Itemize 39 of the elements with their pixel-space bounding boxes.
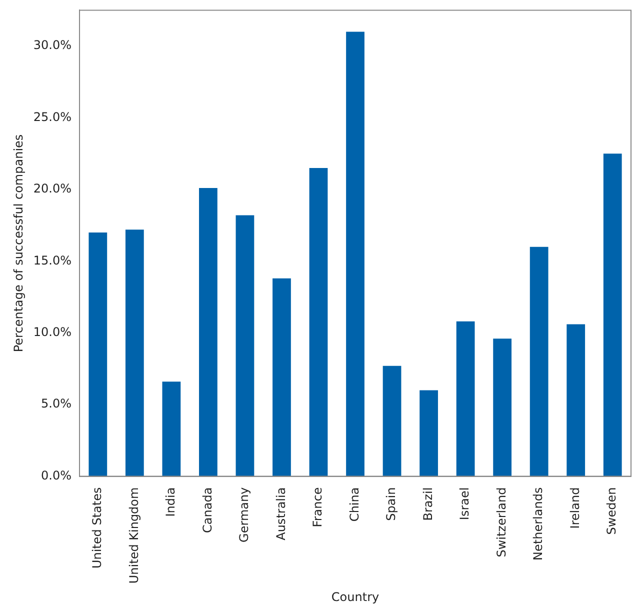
x-tick-label: China — [347, 487, 362, 522]
x-axis-title: Country — [331, 590, 380, 604]
x-tick-label: Spain — [384, 487, 398, 521]
bar — [493, 338, 512, 476]
bar — [566, 324, 586, 476]
x-tick-label: India — [164, 487, 178, 517]
y-tick-label: 0.0% — [41, 468, 72, 482]
x-tick-label: Germany — [237, 487, 252, 542]
y-tick-label: 25.0% — [33, 110, 72, 124]
y-tick-label: 5.0% — [41, 396, 72, 411]
y-tick-label: 15.0% — [33, 253, 72, 268]
x-tick-label: United Kingdom — [126, 487, 141, 584]
x-tick-label: Canada — [200, 487, 214, 533]
bar — [530, 246, 548, 476]
bar — [125, 230, 144, 476]
x-tick-label: Israel — [458, 487, 472, 520]
x-tick-label: Ireland — [568, 487, 582, 529]
x-tick-label: Switzerland — [494, 487, 508, 558]
x-tick-label: Australia — [274, 487, 288, 540]
x-tick-label: Brazil — [420, 487, 435, 521]
bar — [382, 366, 402, 476]
x-tick-label: Sweden — [604, 487, 619, 535]
x-tick-label: France — [310, 487, 325, 528]
y-tick-label: 30.0% — [33, 38, 72, 52]
bar — [199, 188, 218, 476]
bar — [346, 32, 364, 476]
bar — [236, 215, 254, 476]
bar — [603, 154, 622, 476]
bar — [272, 278, 291, 476]
bar — [456, 321, 475, 476]
x-tick-label: Netherlands — [531, 487, 546, 560]
bar — [162, 382, 181, 476]
bar — [309, 168, 328, 476]
x-tick-label: United States — [90, 487, 104, 569]
bar — [420, 390, 438, 476]
y-axis-title: Percentage of successful companies — [11, 134, 26, 352]
y-tick-label: 10.0% — [33, 325, 72, 339]
bar — [88, 232, 108, 476]
y-tick-label: 20.0% — [33, 182, 72, 196]
